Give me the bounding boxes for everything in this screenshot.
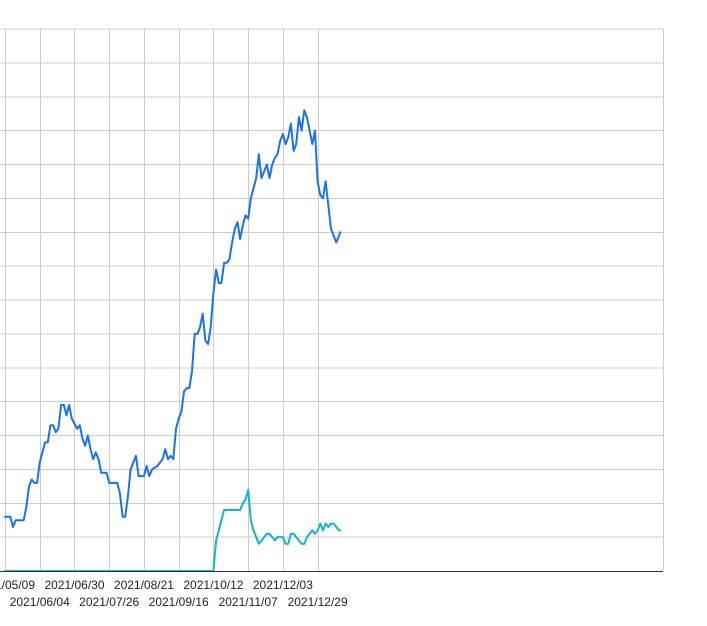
x-tick-label: 2021/08/21 bbox=[114, 578, 174, 592]
x-tick-label: 2021/11/07 bbox=[219, 595, 278, 609]
x-tick-labels: 2021/05/09 2021/06/04 2021/06/30 2021/07/26… bbox=[0, 578, 348, 609]
series-line-2 bbox=[4, 488, 342, 572]
x-tick-label: 2021/06/04 bbox=[10, 595, 70, 609]
x-tick-label: 2021/07/26 bbox=[79, 595, 139, 609]
series-line-1 bbox=[4, 109, 342, 528]
x-tick-label: 2021/10/12 bbox=[183, 578, 243, 592]
x-tick-label: 2021/09/16 bbox=[149, 595, 209, 609]
series-lines bbox=[4, 109, 342, 572]
x-tick-label: 2021/12/29 bbox=[288, 595, 348, 609]
gridlines bbox=[0, 28, 664, 571]
x-tick-label: 2021/06/30 bbox=[44, 578, 104, 592]
x-tick-label: 2021/12/03 bbox=[253, 578, 313, 592]
x-tick-label: 2021/05/09 bbox=[0, 578, 35, 592]
